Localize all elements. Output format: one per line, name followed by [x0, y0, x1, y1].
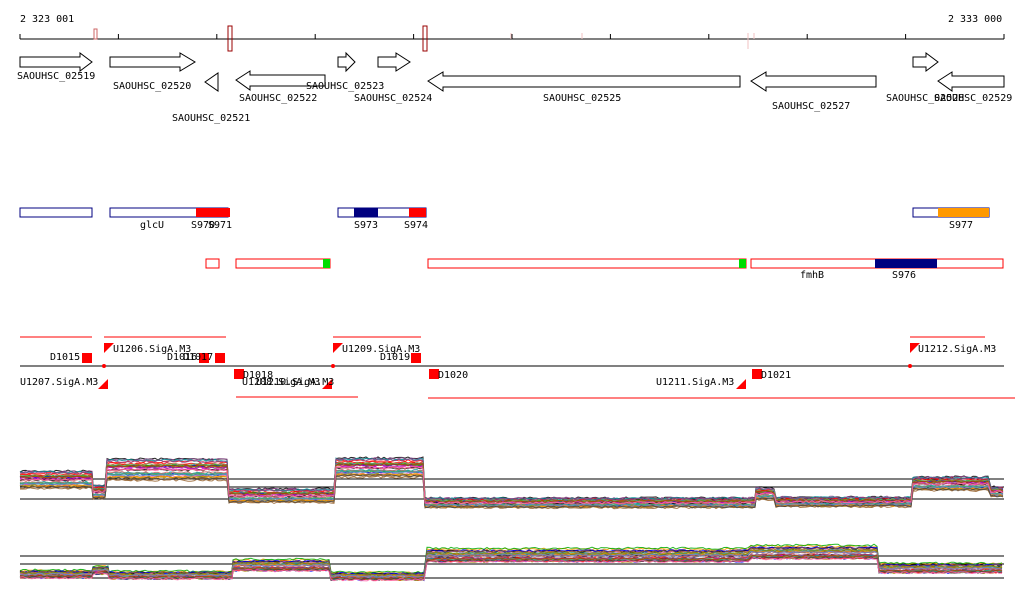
gene-saouhsc-02523[interactable]: SAOUHSC_02523 [306, 51, 384, 92]
minus-strand-expression-track [19, 543, 1004, 582]
expression-trace [20, 474, 1004, 509]
promoter-label[interactable]: D1016 [167, 352, 197, 363]
expression-trace [19, 557, 1003, 582]
gene-saouhsc-02521[interactable]: SAOUHSC_02521 [172, 72, 250, 124]
promoter-label[interactable]: D1015 [50, 352, 80, 363]
promoter-markers [82, 343, 920, 389]
promoter-label[interactable]: U1208.SigA.M3 [242, 377, 320, 388]
feature-label: S974 [404, 220, 428, 231]
feature-s976[interactable]: S976 [875, 259, 937, 281]
ruler-ticks [19, 34, 1005, 39]
promoter-label[interactable]: U1206.SigA.M3 [113, 344, 191, 355]
gene-saouhsc-02522[interactable]: SAOUHSC_02522 [235, 70, 326, 104]
gene-label: SAOUHSC_02520 [113, 81, 191, 92]
transcript-spans [20, 336, 1015, 399]
gene-label: SAOUHSC_02522 [239, 93, 317, 104]
gene-label: SAOUHSC_02523 [306, 81, 384, 92]
expression-trace [19, 466, 1004, 505]
gene-saouhsc-02520[interactable]: SAOUHSC_02520 [109, 52, 196, 92]
feature-s970[interactable]: S970 [191, 208, 215, 231]
expression-trace [19, 543, 1003, 574]
feature-label: S970 [191, 220, 215, 231]
gene-label: SAOUHSC_02519 [17, 71, 95, 82]
ruler-end-label: 2 333 000 [948, 14, 1002, 25]
feature-label: S976 [892, 270, 916, 281]
feature-label: fmhB [800, 270, 824, 281]
expression-trace [20, 460, 1004, 502]
feature-marker [739, 259, 746, 268]
promoter-track: D1015 U1206.SigA.M3 D1016 D1017 U1209.Si… [20, 336, 1015, 399]
expression-trace [19, 471, 1004, 507]
promoter-label[interactable]: U1210.SigA.M3 [256, 377, 334, 388]
promoter-label[interactable]: U1209.SigA.M3 [342, 344, 420, 355]
feature-label: glcU [140, 220, 164, 231]
promoter-label[interactable]: U1212.SigA.M3 [918, 344, 996, 355]
promoter-label[interactable]: D1020 [438, 370, 468, 381]
promoter-label[interactable]: D1017 [183, 352, 213, 363]
feature-track-plus: glcU S970 S971 S973 S974 S977 [19, 207, 990, 231]
promoter-label[interactable]: U1211.SigA.M3 [656, 377, 734, 388]
gene-saouhsc-02528[interactable]: SAOUHSC_02528 [886, 52, 964, 104]
gene-saouhsc-02527[interactable]: SAOUHSC_02527 [750, 71, 877, 112]
gene-label: SAOUHSC_02524 [354, 93, 432, 104]
gene-saouhsc-02525[interactable]: SAOUHSC_02525 [427, 71, 741, 104]
feature-label: S973 [354, 220, 378, 231]
promoter-label[interactable]: D1019 [380, 352, 410, 363]
ruler-marks [93, 25, 755, 52]
expression-trace [19, 458, 1004, 501]
coordinate-ruler: 2 323 001 2 333 000 [19, 14, 1005, 52]
feature-label: S971 [208, 220, 232, 231]
promoter-label[interactable]: U1207.SigA.M3 [20, 377, 98, 388]
expression-trace [19, 550, 1003, 578]
gene-label: SAOUHSC_02528 [886, 93, 964, 104]
gene-saouhsc-02519[interactable]: SAOUHSC_02519 [17, 52, 95, 82]
gene-label: SAOUHSC_02527 [772, 101, 850, 112]
feature-label: S977 [949, 220, 973, 231]
ruler-start-label: 2 323 001 [20, 14, 74, 25]
gene-saouhsc-02529[interactable]: SAOUHSC_02529 [934, 71, 1012, 104]
feature-marker [323, 259, 330, 268]
plus-strand-expression-track [19, 456, 1004, 510]
gene-saouhsc-02524[interactable]: SAOUHSC_02524 [354, 52, 432, 104]
gene-track: SAOUHSC_02519 SAOUHSC_02520 SAOUHSC_0252… [17, 51, 1012, 124]
promoter-label[interactable]: D1018 [243, 370, 273, 381]
feature-s971[interactable]: S971 [208, 208, 232, 231]
feature-box[interactable] [205, 258, 220, 269]
feature-track-minus: fmhB S976 [205, 258, 1004, 281]
gene-label: SAOUHSC_02525 [543, 93, 621, 104]
expression-trace [19, 548, 1003, 577]
expression-trace [19, 456, 1004, 500]
gene-label: SAOUHSC_02529 [934, 93, 1012, 104]
expression-trace [19, 466, 1004, 505]
promoter-label[interactable]: D1021 [761, 370, 791, 381]
feature-box[interactable] [427, 258, 747, 269]
feature-s977[interactable]: S977 [912, 207, 990, 231]
feature-box[interactable] [235, 258, 331, 269]
feature-s974[interactable]: S974 [404, 208, 428, 231]
gene-label: SAOUHSC_02521 [172, 113, 250, 124]
feature-box[interactable] [19, 207, 93, 218]
